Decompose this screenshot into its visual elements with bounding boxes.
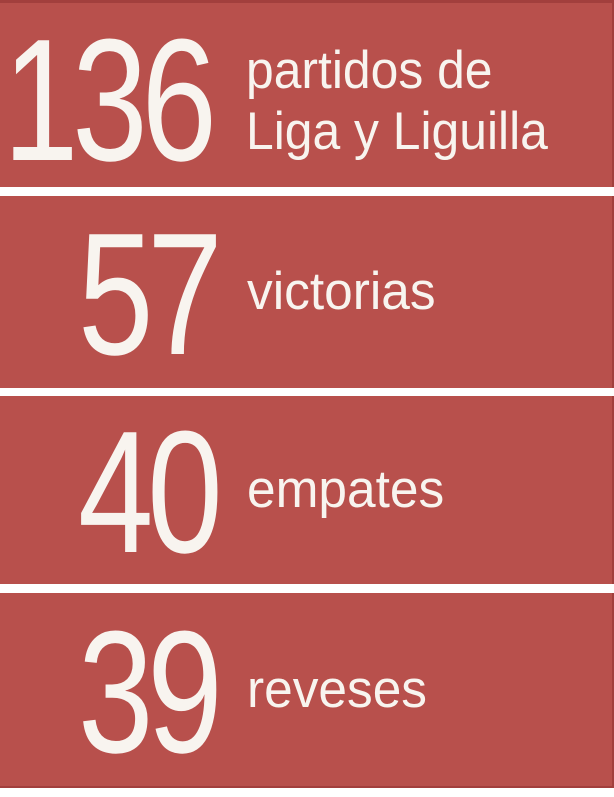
stat-label-victorias: victorias [247,264,441,320]
stat-value-container: 39 [78,593,223,786]
stat-label-line: victorias [247,262,436,322]
stat-band-victorias: 57 victorias [0,196,614,388]
stat-label-partidos: partidos de Liga y Liguilla [246,40,567,162]
stat-value-container: 57 [78,196,223,388]
stat-band-empates: 40 empates [0,396,614,584]
stat-band-reveses: 39 reveses [0,593,614,788]
stat-number-empates: 40 [78,396,223,584]
stat-value-container: 40 [78,396,223,584]
stat-label-line-1: partidos de [246,41,493,100]
stat-label-line: reveses [247,659,428,719]
stat-number-reveses: 39 [78,593,223,788]
stat-band-partidos: 136 partidos de Liga y Liguilla [0,0,614,187]
stat-label-line-2: Liga y Liguilla [246,102,548,161]
stat-label-reveses: reveses [247,662,433,718]
stat-number-partidos: 136 [3,2,217,187]
stat-number-victorias: 57 [78,196,223,388]
stat-label-line: empates [247,460,445,520]
stat-value-container: 136 [3,3,217,187]
stat-label-empates: empates [247,462,450,518]
